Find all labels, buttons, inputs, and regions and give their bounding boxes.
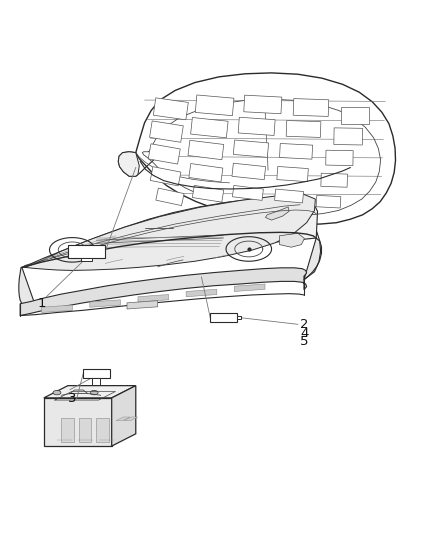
Polygon shape: [136, 73, 396, 224]
Polygon shape: [112, 386, 136, 446]
Polygon shape: [149, 121, 184, 142]
Polygon shape: [22, 198, 318, 268]
Polygon shape: [244, 95, 282, 114]
Polygon shape: [233, 185, 263, 200]
Polygon shape: [138, 295, 169, 302]
Polygon shape: [191, 117, 228, 138]
Polygon shape: [118, 152, 139, 176]
Polygon shape: [150, 167, 181, 186]
Polygon shape: [304, 238, 321, 280]
Polygon shape: [81, 258, 92, 261]
Polygon shape: [83, 368, 110, 378]
Polygon shape: [277, 166, 308, 182]
Polygon shape: [153, 98, 188, 120]
Polygon shape: [92, 378, 100, 385]
Polygon shape: [279, 143, 313, 159]
Polygon shape: [68, 246, 105, 258]
Polygon shape: [189, 164, 223, 182]
Text: 4: 4: [300, 327, 308, 340]
Polygon shape: [116, 417, 130, 421]
Polygon shape: [188, 140, 224, 160]
Polygon shape: [148, 144, 180, 164]
Polygon shape: [195, 95, 234, 116]
Polygon shape: [265, 207, 289, 220]
Polygon shape: [42, 305, 72, 312]
Polygon shape: [341, 107, 369, 124]
Polygon shape: [275, 189, 304, 203]
Polygon shape: [20, 268, 307, 316]
Polygon shape: [279, 233, 304, 247]
Polygon shape: [96, 418, 109, 442]
Text: 5: 5: [300, 335, 308, 349]
Polygon shape: [326, 150, 353, 166]
Ellipse shape: [53, 391, 61, 395]
Polygon shape: [44, 398, 112, 446]
Polygon shape: [79, 418, 91, 442]
Text: 2: 2: [300, 318, 308, 331]
Polygon shape: [61, 418, 74, 442]
Polygon shape: [127, 301, 158, 309]
Ellipse shape: [90, 391, 98, 395]
Polygon shape: [44, 386, 136, 398]
Polygon shape: [186, 289, 217, 297]
Polygon shape: [237, 316, 241, 319]
Polygon shape: [192, 185, 224, 202]
Polygon shape: [286, 120, 321, 138]
Polygon shape: [233, 140, 268, 157]
Polygon shape: [293, 99, 329, 116]
Polygon shape: [210, 313, 237, 322]
Polygon shape: [232, 163, 265, 180]
Text: 1: 1: [37, 297, 46, 310]
Text: 3: 3: [68, 392, 76, 405]
Polygon shape: [22, 194, 315, 270]
Polygon shape: [316, 196, 341, 208]
Polygon shape: [124, 417, 138, 421]
Polygon shape: [321, 173, 348, 187]
Polygon shape: [334, 128, 363, 145]
Polygon shape: [234, 284, 265, 292]
Polygon shape: [90, 300, 120, 307]
Polygon shape: [19, 268, 36, 308]
Polygon shape: [238, 117, 275, 135]
Polygon shape: [156, 188, 184, 206]
